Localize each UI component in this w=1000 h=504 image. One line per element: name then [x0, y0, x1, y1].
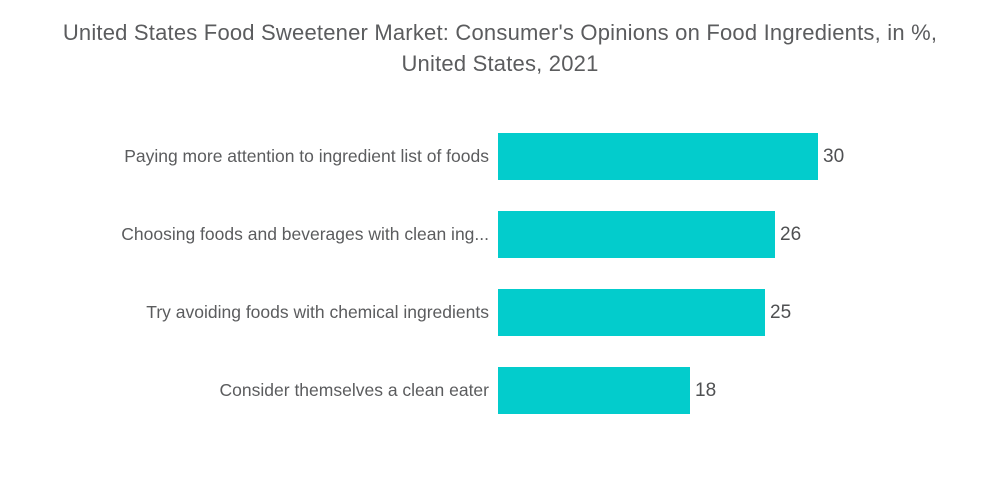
chart-title: United States Food Sweetener Market: Con…: [62, 20, 938, 76]
chart-row: Consider themselves a clean eater 18: [0, 367, 1000, 414]
category-label: Consider themselves a clean eater: [219, 380, 489, 400]
chart-row: Paying more attention to ingredient list…: [0, 133, 1000, 180]
category-label: Paying more attention to ingredient list…: [124, 146, 489, 166]
bar: [498, 133, 818, 180]
value-label: 26: [780, 223, 802, 245]
chart-row: Try avoiding foods with chemical ingredi…: [0, 289, 1000, 336]
value-label: 30: [823, 145, 845, 167]
value-label: 25: [770, 301, 792, 323]
category-label: Choosing foods and beverages with clean …: [121, 224, 489, 244]
bar: [498, 211, 775, 258]
category-label: Try avoiding foods with chemical ingredi…: [146, 302, 489, 322]
value-label: 18: [695, 379, 717, 401]
bar: [498, 289, 765, 336]
bar-chart: Paying more attention to ingredient list…: [0, 133, 1000, 414]
chart-row: Choosing foods and beverages with clean …: [0, 211, 1000, 258]
bar: [498, 367, 690, 414]
